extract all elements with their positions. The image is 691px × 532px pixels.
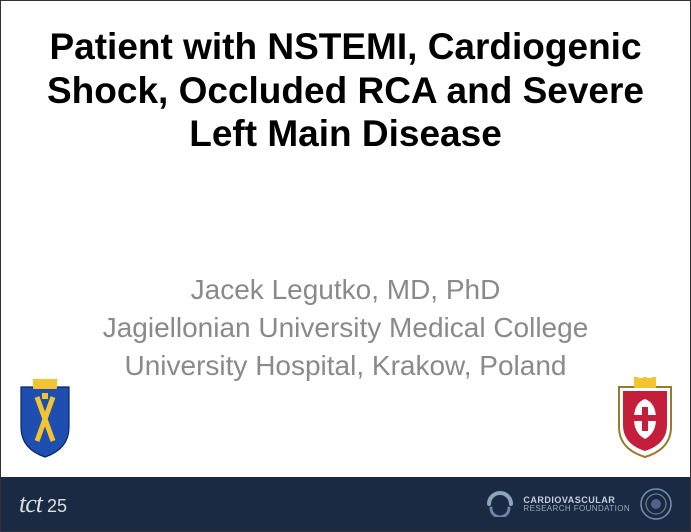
slide-title: Patient with NSTEMI, Cardiogenic Shock, … xyxy=(31,25,660,156)
affiliation-1: Jagiellonian University Medical College xyxy=(61,309,630,347)
footer-right: CARDIOVASCULAR RESEARCH FOUNDATION xyxy=(487,488,672,520)
crf-swoosh-icon xyxy=(487,491,513,517)
tct-logo-year: 25 xyxy=(47,496,67,517)
crf-text-block: CARDIOVASCULAR RESEARCH FOUNDATION xyxy=(523,496,630,513)
affiliation-2: University Hospital, Krakow, Poland xyxy=(61,347,630,385)
hospital-krakow-crest-icon xyxy=(614,377,676,459)
title-block: Patient with NSTEMI, Cardiogenic Shock, … xyxy=(31,25,660,156)
crf-line-2: RESEARCH FOUNDATION xyxy=(523,505,630,513)
crf-seal-icon xyxy=(640,488,672,520)
presentation-slide: Patient with NSTEMI, Cardiogenic Shock, … xyxy=(0,0,691,532)
tct-logo-text: tct xyxy=(19,489,42,519)
slide-footer: tct 25 CARDIOVASCULAR RESEARCH FOUNDATIO… xyxy=(1,477,690,531)
jagiellonian-crest-icon xyxy=(15,379,75,459)
author-block: Jacek Legutko, MD, PhD Jagiellonian Univ… xyxy=(61,271,630,384)
author-name: Jacek Legutko, MD, PhD xyxy=(61,271,630,309)
footer-left: tct 25 xyxy=(19,489,67,519)
